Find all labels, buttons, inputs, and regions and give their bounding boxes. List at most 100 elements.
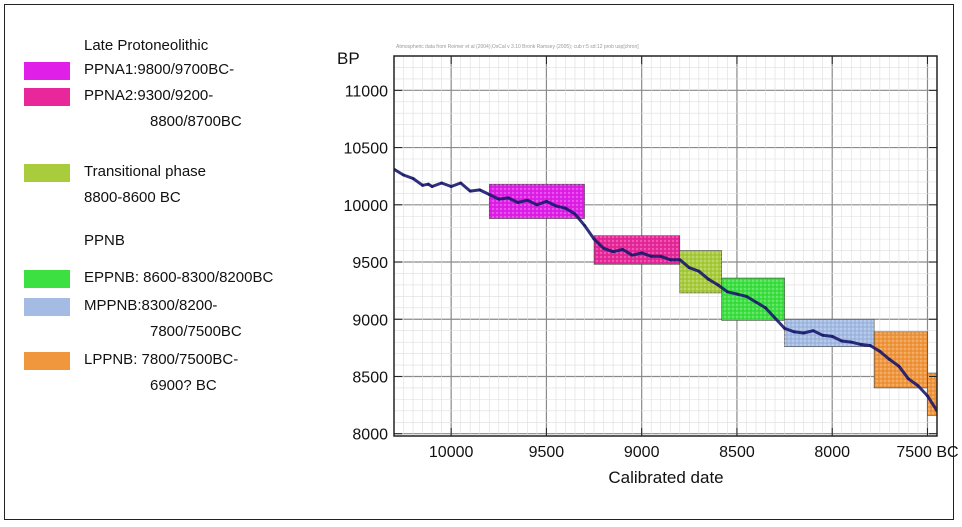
data-point xyxy=(426,182,430,186)
phase-box-texture xyxy=(927,373,937,416)
legend-label: MPPNB:8300/8200- xyxy=(84,297,218,314)
x-axis-label: Calibrated date xyxy=(608,468,723,487)
data-point xyxy=(878,349,882,353)
legend-label: LPPNB: 7800/7500BC- xyxy=(84,351,239,368)
data-point xyxy=(478,188,482,192)
legend-label: 8800/8700BC xyxy=(150,113,242,130)
phase-box-texture xyxy=(489,184,585,219)
legend-label: Transitional phase xyxy=(84,163,207,180)
legend-heading: PPNB xyxy=(84,232,125,249)
legend-label: EPPNB: 8600-8300/8200BC xyxy=(84,269,274,286)
data-point xyxy=(430,185,434,188)
data-point xyxy=(630,253,634,257)
data-point xyxy=(907,377,910,381)
data-point xyxy=(497,197,501,201)
data-point xyxy=(859,343,863,346)
y-tick-label: 9500 xyxy=(352,255,388,272)
plot-border xyxy=(393,55,938,437)
data-point xyxy=(621,248,625,251)
data-point xyxy=(697,269,701,273)
legend-label: PPNA1:9800/9700BC- xyxy=(84,61,235,78)
data-point xyxy=(554,204,558,208)
data-point xyxy=(592,237,596,241)
legend-swatch xyxy=(24,164,70,182)
data-point xyxy=(564,206,567,210)
data-point xyxy=(830,335,834,338)
y-tick-label: 10000 xyxy=(344,198,389,215)
data-point xyxy=(706,277,710,281)
data-point xyxy=(421,183,424,187)
data-point xyxy=(792,330,796,334)
data-point xyxy=(868,344,872,347)
data-point xyxy=(659,254,663,258)
legend: Late Protoneolithic PPNA1:9800/9700BC- PPN… xyxy=(0,0,330,430)
data-point xyxy=(811,329,815,333)
data-point xyxy=(764,306,767,310)
x-tick-label: 10000 xyxy=(429,444,474,461)
data-point xyxy=(783,327,786,330)
legend-swatch xyxy=(24,352,70,370)
data-point xyxy=(545,199,548,203)
data-point xyxy=(573,212,577,216)
data-point xyxy=(754,300,758,304)
y-tick-label: 8000 xyxy=(352,427,388,444)
data-point xyxy=(716,283,720,287)
data-point xyxy=(449,185,453,188)
legend-swatch xyxy=(24,88,70,106)
x-tick-label: 9000 xyxy=(624,444,660,461)
data-point xyxy=(459,181,463,185)
legend-label: 8800-8600 BC xyxy=(84,189,181,206)
data-point xyxy=(402,173,405,177)
chart-subtitle: Atmospheric data from Reimer et al (2004… xyxy=(396,44,639,50)
data-point xyxy=(535,203,539,207)
legend-swatch xyxy=(24,270,70,288)
x-tick-label: 8500 xyxy=(719,444,755,461)
data-point xyxy=(726,290,729,294)
legend-label: 6900? BC xyxy=(150,377,217,394)
legend-swatch xyxy=(24,62,70,80)
data-point xyxy=(411,177,415,180)
data-point xyxy=(802,331,806,335)
data-point xyxy=(487,193,491,196)
legend-heading: Late Protoneolithic xyxy=(84,37,209,54)
phase-boxes xyxy=(488,183,937,416)
y-axis-label: BP xyxy=(337,49,360,68)
figure-frame xyxy=(4,4,954,520)
x-tick-label: 7500 BC xyxy=(896,444,958,461)
x-tick-label: 9500 xyxy=(529,444,565,461)
data-point xyxy=(849,340,853,344)
calibration-curve xyxy=(394,168,937,412)
data-point xyxy=(516,201,520,204)
data-point xyxy=(506,196,510,200)
legend-swatch xyxy=(24,298,70,316)
y-tick-label: 10500 xyxy=(344,141,389,158)
y-tick-label: 8500 xyxy=(352,369,388,386)
data-point xyxy=(611,250,615,254)
legend-label: PPNA2:9300/9200- xyxy=(84,87,214,104)
data-point xyxy=(678,258,682,262)
legend-label: 7800/7500BC xyxy=(150,323,242,340)
data-point xyxy=(583,223,586,227)
data-point xyxy=(468,189,472,193)
data-point xyxy=(649,254,653,258)
data-point xyxy=(916,384,920,388)
data-point xyxy=(735,292,739,296)
data-point xyxy=(887,357,891,361)
data-point xyxy=(821,333,825,337)
data-point xyxy=(440,181,444,185)
data-point xyxy=(640,251,644,255)
ticks: 10000 9500 9000 8500 8000 7500 BC 8000 8500 9000… xyxy=(344,56,959,461)
series-layer xyxy=(394,167,937,413)
data-point xyxy=(840,339,844,343)
phase-box-texture xyxy=(874,331,928,388)
y-tick-label: 9000 xyxy=(352,312,388,329)
data-point xyxy=(602,246,605,250)
data-point xyxy=(687,266,691,270)
y-tick-label: 11000 xyxy=(345,83,388,100)
data-point xyxy=(668,258,672,262)
data-point xyxy=(745,294,748,298)
data-point xyxy=(926,394,929,398)
data-point xyxy=(525,198,529,202)
data-point xyxy=(897,364,901,368)
